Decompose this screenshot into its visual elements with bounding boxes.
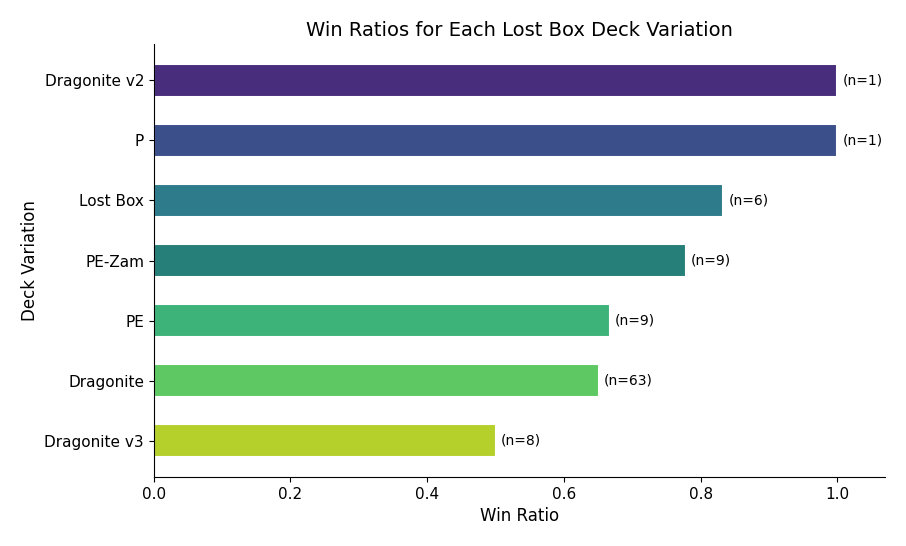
Bar xyxy=(154,364,599,397)
Bar xyxy=(154,184,723,217)
Text: (n=63): (n=63) xyxy=(604,373,653,388)
Y-axis label: Deck Variation: Deck Variation xyxy=(21,200,39,321)
Title: Win Ratios for Each Lost Box Deck Variation: Win Ratios for Each Lost Box Deck Variat… xyxy=(306,21,733,40)
Text: (n=9): (n=9) xyxy=(615,313,655,328)
Bar xyxy=(154,244,686,277)
Bar xyxy=(154,64,837,97)
Text: (n=8): (n=8) xyxy=(501,434,541,448)
Text: (n=1): (n=1) xyxy=(843,133,883,147)
Text: (n=6): (n=6) xyxy=(728,193,769,207)
Text: (n=9): (n=9) xyxy=(691,253,731,268)
Bar xyxy=(154,304,610,337)
X-axis label: Win Ratio: Win Ratio xyxy=(480,507,559,525)
Bar xyxy=(154,424,496,457)
Bar xyxy=(154,124,837,157)
Text: (n=1): (n=1) xyxy=(843,73,883,87)
